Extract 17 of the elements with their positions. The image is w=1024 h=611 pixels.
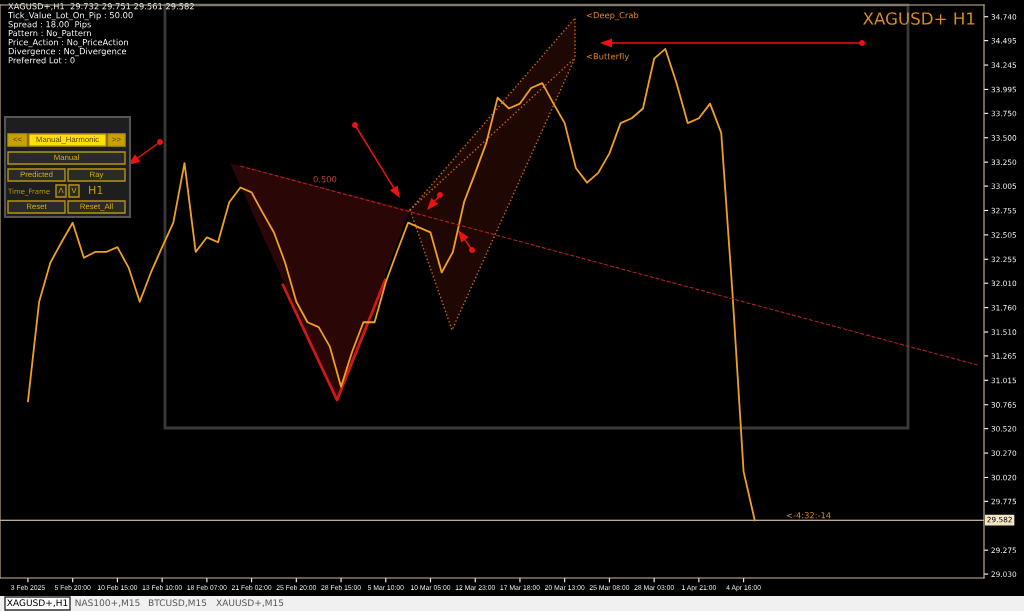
annotation: <Deep_Crab bbox=[586, 11, 639, 21]
annotation: 0.500 bbox=[313, 176, 337, 183]
annotation: Price_Action : No_PriceAction bbox=[8, 38, 128, 48]
annotation: <-4:32:-14 bbox=[786, 512, 831, 519]
chart-title: XAGUSD+ H1 bbox=[863, 12, 975, 25]
annotation: Divergence : No_Divergence bbox=[8, 47, 127, 57]
annotation: Pattern : No_Pattern bbox=[8, 29, 91, 39]
text: XAUUSD+,M15 bbox=[216, 599, 284, 608]
annotation: H1 bbox=[89, 185, 103, 195]
annotation: Tick_Value_Lot_On_Pip : 50.00 bbox=[7, 11, 133, 21]
annotation: <Butterfly bbox=[586, 52, 629, 62]
annotation: XAGUSD+,H1 29.732 29.751 29.561 29.582 bbox=[8, 3, 194, 11]
text: BTCUSD,M15 bbox=[148, 599, 207, 608]
text: NAS100+,M15 bbox=[75, 599, 140, 608]
text: XAGUSD+,H1 bbox=[7, 599, 68, 608]
annotation: Preferred Lot : 0 bbox=[8, 56, 75, 64]
annotation: Spread : 18.00 Pips bbox=[8, 20, 91, 30]
